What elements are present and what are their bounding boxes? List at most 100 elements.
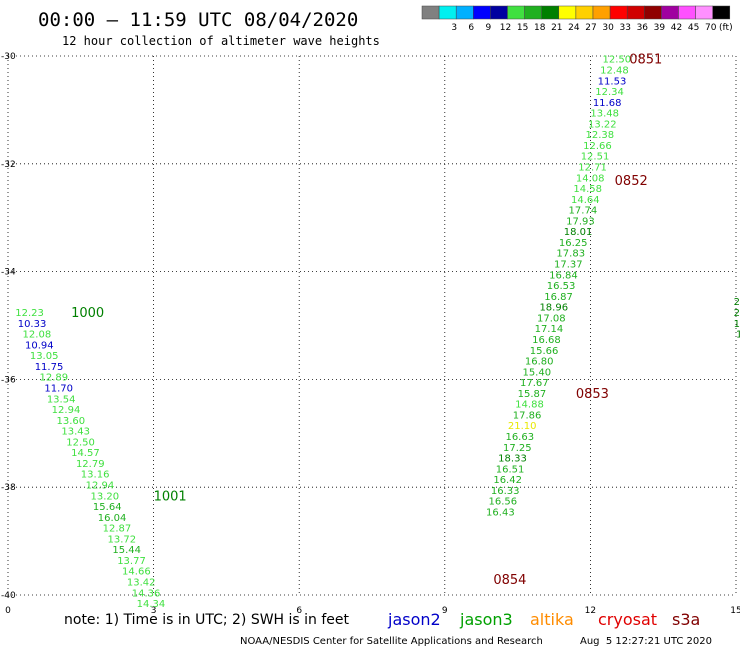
y-tick-label: -38 (1, 483, 16, 493)
wave-height-value: 13.20 (91, 491, 120, 502)
color-scale-swatch (438, 5, 457, 20)
wave-height-value: 15.44 (112, 545, 141, 556)
x-tick-label: 0 (5, 606, 11, 616)
wave-height-value: 13.43 (61, 427, 90, 438)
x-tick-label: 9 (442, 606, 448, 616)
y-tick-label: -34 (1, 268, 16, 278)
wave-height-value: 16.25 (559, 238, 588, 249)
wave-height-value: 12.71 (578, 162, 607, 173)
legend-entry: cryosat (598, 610, 657, 629)
y-tick-label: -36 (1, 375, 16, 385)
wave-height-value: 10.33 (18, 319, 47, 330)
wave-height-value: 17.93 (566, 216, 595, 227)
timestamp-text: Aug 5 12:27:21 UTC 2020 (580, 636, 712, 647)
color-scale-swatch (626, 5, 645, 20)
pass-time-label: 1000 (71, 306, 104, 321)
pass-time-label: 0854 (493, 573, 526, 588)
legend-entry: jason2 (387, 610, 441, 629)
color-scale-swatch (592, 5, 611, 20)
wave-height-value: 15.66 (530, 346, 559, 357)
color-scale-swatch (473, 5, 491, 20)
color-scale-swatch (661, 5, 679, 20)
color-scale-label: 70 (705, 23, 717, 33)
credit-text: NOAA/NESDIS Center for Satellite Applica… (240, 636, 543, 647)
color-scale-swatch (507, 5, 525, 20)
wave-height-value: 11.75 (35, 362, 64, 373)
wave-height-value: 12.94 (52, 405, 81, 416)
wave-height-value: 17.74 (569, 206, 598, 217)
legend-entry: altika (530, 610, 574, 629)
color-scale-label: 6 (468, 23, 474, 33)
wave-height-value: 16.51 (496, 464, 525, 475)
wave-height-value: 16.68 (532, 335, 561, 346)
legend-entry: jason3 (459, 610, 513, 629)
wave-height-value: 12.50 (66, 437, 95, 448)
color-scale-swatch (712, 5, 731, 20)
legend-entry: s3a (672, 610, 700, 629)
color-scale: 3 6 9 12 15 18 21 24 27 30 33 36 39 42 45 70 (ft) (421, 5, 733, 33)
color-scale-label: 36 (637, 23, 649, 33)
wave-height-value: 16.56 (488, 497, 517, 508)
axis-ticks: 0 3 6 9 12 15 -30 -32 -34 -36 -38 -40 (1, 52, 740, 616)
wave-height-value: 17.08 (537, 313, 566, 324)
wave-height-value: 14.34 (137, 599, 166, 610)
wave-height-value: 17.83 (556, 249, 585, 260)
wave-height-value: 14.36 (132, 588, 161, 599)
color-scale-swatch (558, 5, 577, 20)
color-scale-label: 9 (486, 23, 492, 33)
wave-height-value: 16.33 (491, 486, 520, 497)
color-scale-label: 27 (585, 23, 596, 33)
wave-height-value: 13.72 (107, 534, 136, 545)
wave-height-value: 17.86 (513, 410, 542, 421)
wave-height-value: 11.68 (593, 98, 622, 109)
wave-height-value: 12.87 (103, 524, 132, 535)
y-tick-label: -30 (1, 52, 16, 62)
wave-height-value: 12.48 (600, 65, 629, 76)
wave-height-value: 16.84 (549, 270, 578, 281)
color-scale-label: 33 (619, 23, 630, 33)
wave-height-value: 16.43 (486, 507, 515, 518)
color-scale-label: 3 (451, 23, 457, 33)
wave-height-value: 12.79 (76, 459, 105, 470)
data-points: 12.5012.4811.5312.3411.6813.4813.2212.38… (15, 53, 740, 610)
wave-height-value: 16.80 (525, 357, 554, 368)
color-scale-label: 18 (534, 23, 546, 33)
wave-height-value: 12.08 (23, 330, 52, 341)
color-scale-swatch (524, 5, 542, 20)
wave-height-value: 13.60 (57, 416, 86, 427)
color-scale-unit: (ft) (719, 23, 733, 33)
wave-height-value: 16.87 (544, 292, 573, 303)
color-scale-swatch (644, 5, 662, 20)
wave-height-value: 16.53 (547, 281, 576, 292)
color-scale-swatch (678, 5, 696, 20)
x-tick-label: 3 (151, 606, 157, 616)
color-scale-swatch (541, 5, 560, 20)
wave-height-value: 12.23 (15, 308, 44, 319)
wave-height-value: 13.05 (30, 351, 59, 362)
pass-time-label: 0853 (576, 387, 609, 402)
wave-height-value: 17.14 (535, 324, 564, 335)
color-scale-label: 39 (654, 23, 666, 33)
wave-height-value: 14.66 (122, 567, 151, 578)
wave-height-value: 15.64 (93, 502, 122, 513)
x-tick-label: 6 (296, 606, 302, 616)
wave-height-value: 12.94 (86, 481, 115, 492)
wave-height-value: 10.94 (25, 340, 54, 351)
wave-height-value: 13.42 (127, 578, 156, 589)
wave-height-value: 17.37 (554, 260, 583, 271)
wave-height-value: 18.96 (539, 303, 568, 314)
y-tick-label: -32 (1, 160, 16, 170)
wave-height-value: 17.25 (503, 443, 532, 454)
wave-height-value: 12.38 (586, 130, 615, 141)
wave-height-value: 12.51 (581, 152, 610, 163)
wave-height-value: 14.08 (576, 173, 605, 184)
wave-height-value: 13.48 (590, 109, 619, 120)
wave-height-value: 16.63 (505, 432, 534, 443)
color-scale-label: 24 (568, 23, 580, 33)
legend: note: 1) Time is in UTC; 2) SWH is in fe… (64, 610, 700, 629)
wave-height-value: 1 (736, 330, 740, 341)
color-scale-label: 12 (500, 23, 511, 33)
pass-time-label: 0851 (629, 53, 662, 68)
wave-height-value: 13.77 (117, 556, 146, 567)
pass-time-label: 1001 (154, 489, 187, 504)
